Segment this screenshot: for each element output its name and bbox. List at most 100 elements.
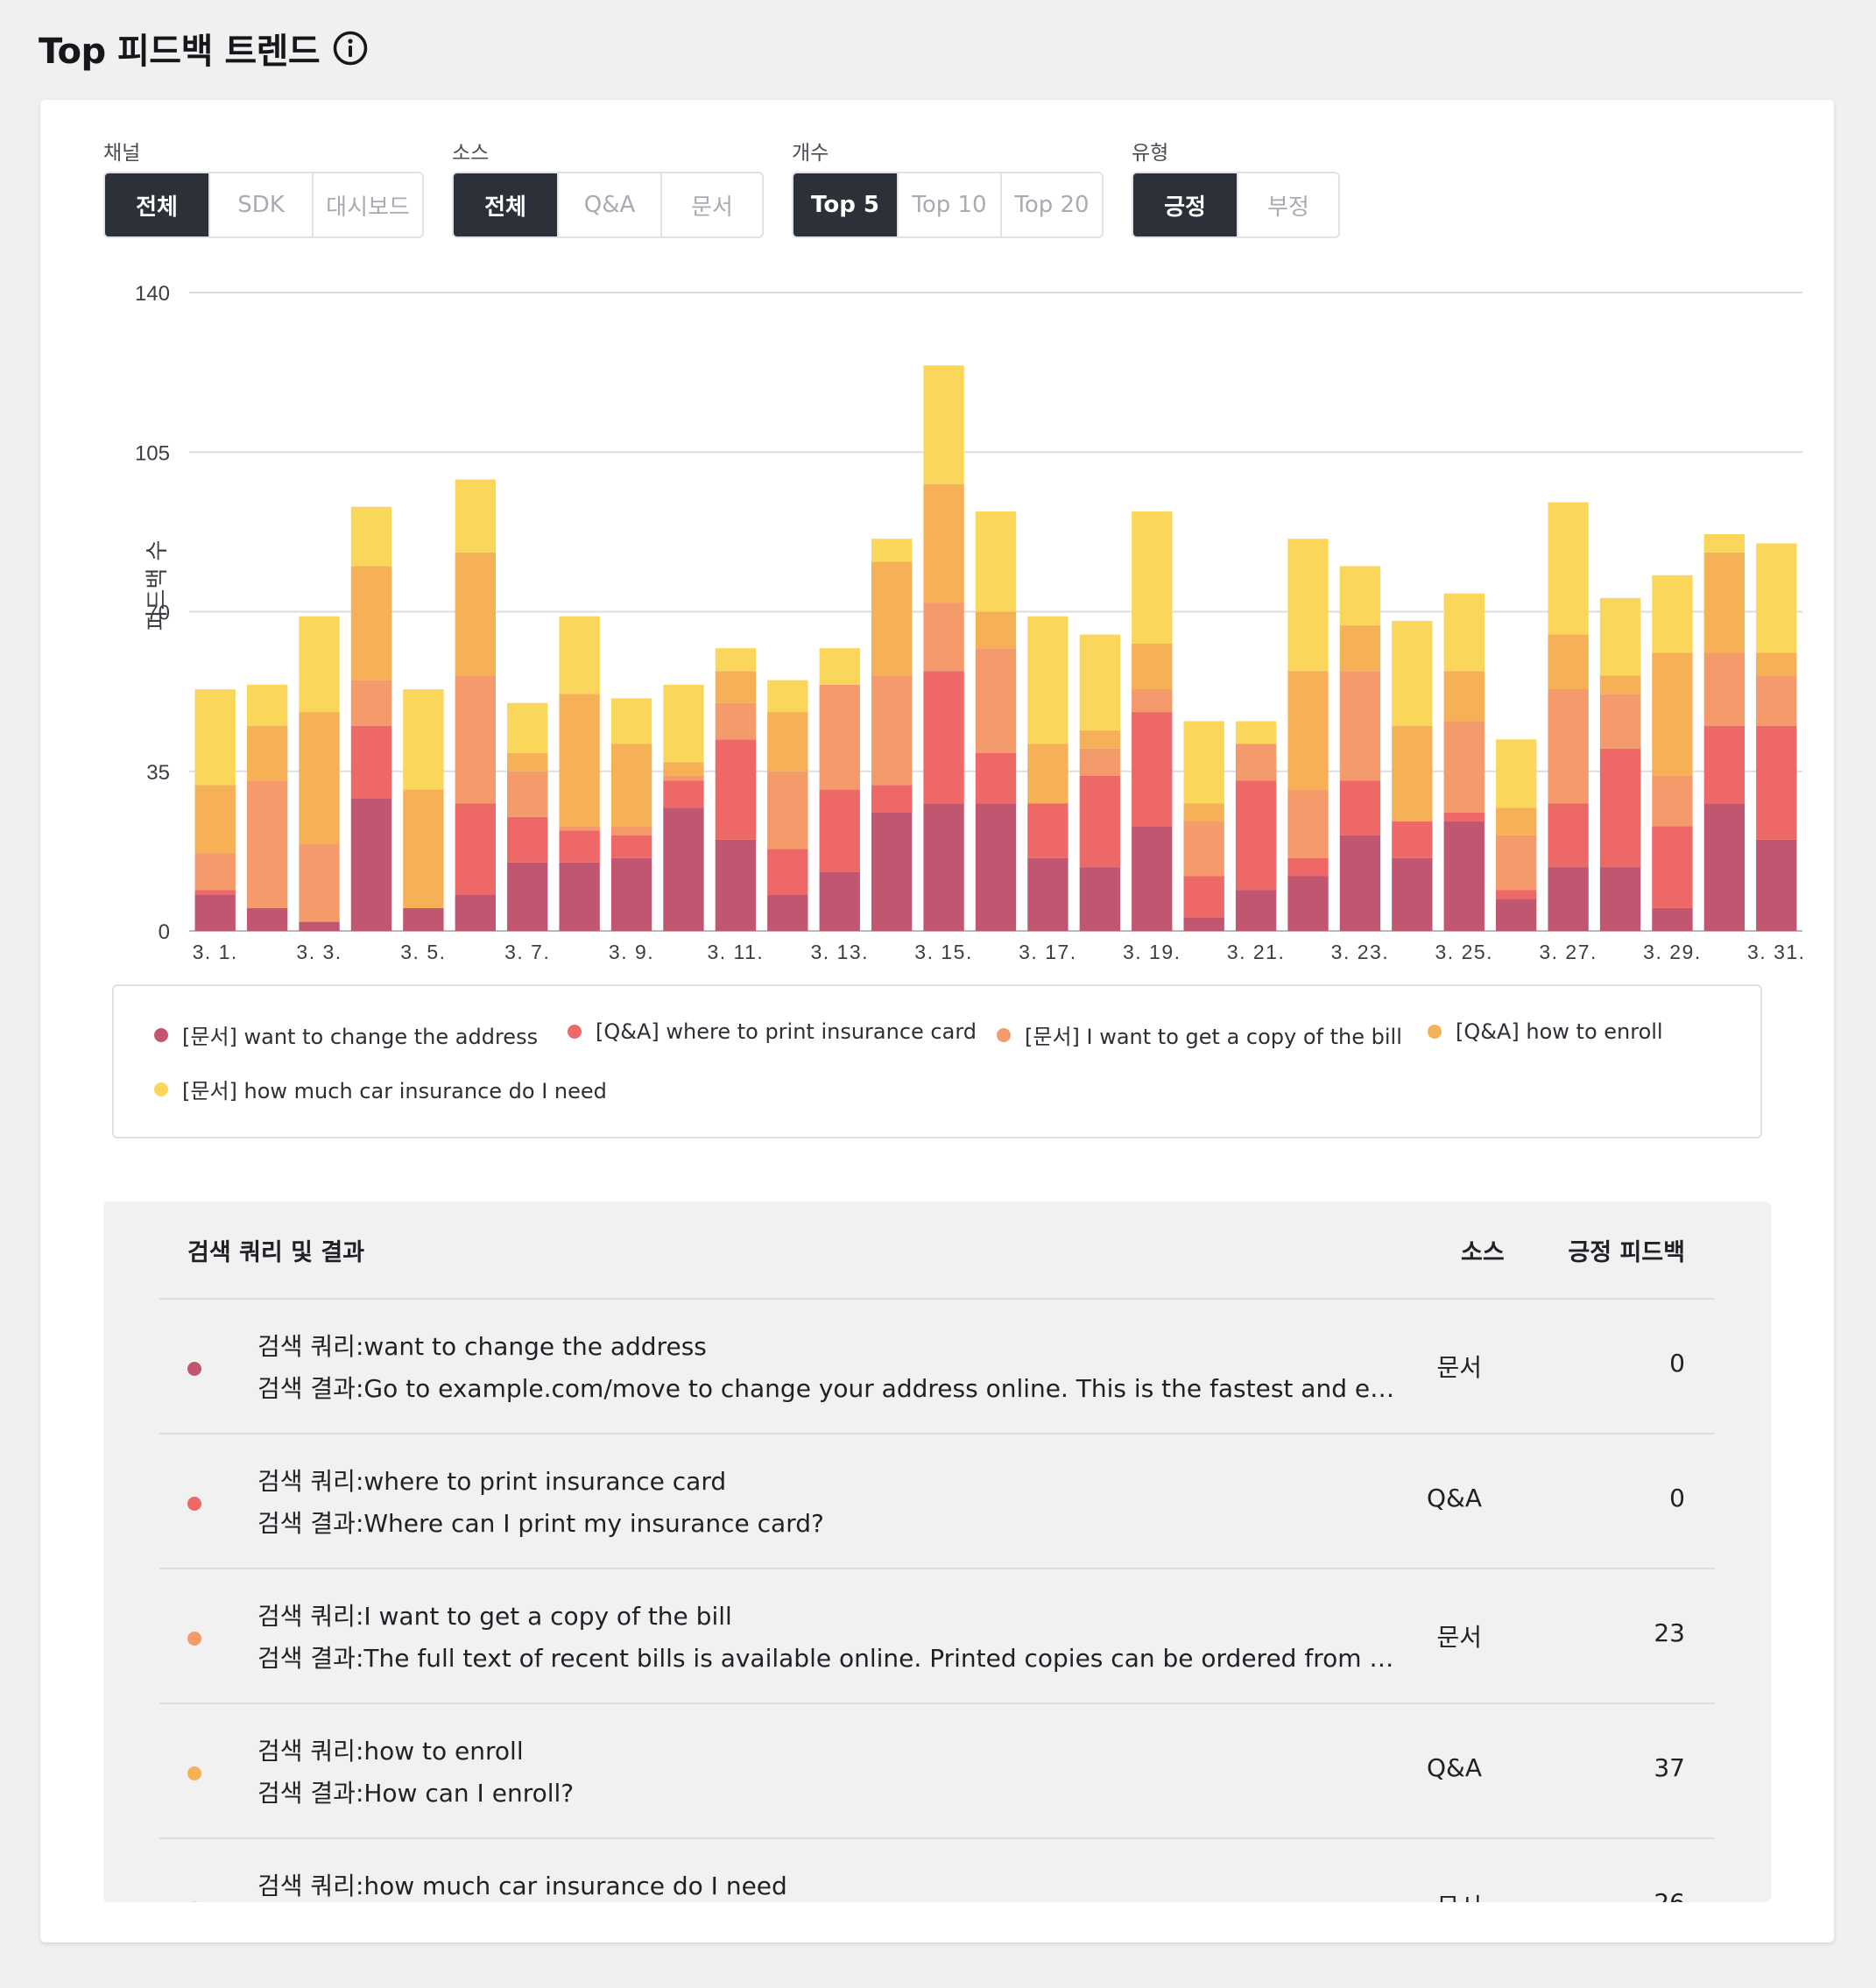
legend-item[interactable]: [Q&A] how to enroll (1428, 1019, 1663, 1044)
bar-segment (1652, 826, 1693, 908)
bar-segment (871, 539, 913, 562)
bar-segment (194, 894, 236, 931)
bar-segment (1443, 593, 1485, 672)
bar-segment (1079, 748, 1121, 776)
negative-button[interactable]: 부정 (1237, 173, 1338, 236)
bar-segment (1599, 867, 1641, 931)
page-title: Top 피드백 트렌드 (39, 32, 321, 72)
bar-segment (246, 725, 288, 781)
bar-segment (610, 698, 652, 744)
bar-segment (455, 894, 496, 931)
filter-count: 개수 Top 5 Top 10 Top 20 (792, 140, 1104, 238)
x-tick-label: 3. 9. (609, 941, 654, 963)
bar-segment (1703, 725, 1746, 804)
chart-svg: 0 35 70 105 140 피드백 수 3. 1. 3. 3. 3. 5. 3. 7. 3. 9… (135, 282, 1804, 963)
bar-segment (923, 365, 964, 484)
bar-segment (715, 702, 757, 740)
bar-segment (1287, 671, 1329, 790)
source-all-button[interactable]: 전체 (454, 173, 557, 236)
bar-segment (350, 506, 392, 567)
row-source: 문서 (1436, 1623, 1482, 1652)
bar-segment (715, 739, 757, 840)
bar-segment (1183, 917, 1224, 931)
bar-segment (1339, 835, 1381, 931)
bar-segment (299, 844, 340, 922)
chart-legend: [문서] want to change the address [Q&A] wh… (112, 984, 1762, 1139)
x-tick-label: 3. 13. (810, 941, 869, 963)
bar-segment (1548, 689, 1589, 804)
bar-segment (1287, 857, 1329, 877)
bar-segment (1235, 744, 1277, 781)
channel-dashboard-button[interactable]: 대시보드 (312, 173, 422, 236)
positive-button[interactable]: 긍정 (1133, 173, 1237, 236)
info-icon[interactable] (332, 30, 369, 67)
bar-segment (715, 671, 757, 703)
y-tick-label: 0 (159, 920, 170, 944)
table-row[interactable]: 검색 쿼리:I want to get a copy of the bill 검… (159, 1569, 1715, 1704)
bar-segment (1548, 634, 1589, 690)
legend-label: [Q&A] how to enroll (1456, 1019, 1663, 1044)
bar-segment (871, 812, 913, 931)
bar-segment (194, 689, 236, 786)
bar-segment (194, 890, 236, 895)
source-qa-button[interactable]: Q&A (557, 173, 660, 236)
table-row[interactable]: 검색 쿼리:want to change the address 검색 결과:G… (159, 1300, 1715, 1435)
legend-item[interactable]: [문서] want to change the address (154, 1019, 538, 1050)
bar-segment (663, 684, 704, 763)
bar-segment (1027, 744, 1068, 804)
filter-type: 유형 긍정 부정 (1132, 140, 1340, 238)
table-row[interactable]: 검색 쿼리:where to print insurance card 검색 결… (159, 1435, 1715, 1569)
bar-segment (1287, 539, 1329, 672)
row-source: Q&A (1426, 1484, 1482, 1512)
source-docs-button[interactable]: 문서 (660, 173, 762, 236)
bar-segment (1392, 821, 1433, 858)
legend-dot (154, 1027, 168, 1042)
bar-segment (767, 894, 808, 931)
table-header: 검색 쿼리 및 결과 소스 긍정 피드백 (159, 1202, 1715, 1300)
bar-segment (1756, 725, 1797, 840)
top10-button[interactable]: Top 10 (897, 173, 1000, 236)
series-dot (187, 1632, 201, 1646)
x-tick-label: 3. 27. (1539, 941, 1597, 963)
bar-segment (819, 648, 860, 685)
bar-segment (1443, 671, 1485, 722)
bar-segment (1548, 502, 1589, 635)
table-row[interactable]: 검색 쿼리:how much car insurance do I need 문… (159, 1839, 1715, 1902)
legend-label: [문서] I want to get a copy of the bill (1025, 1025, 1402, 1049)
x-tick-label: 3. 15. (914, 941, 973, 963)
bar-segment (923, 803, 964, 931)
filter-source: 소스 전체 Q&A 문서 (452, 140, 764, 238)
bar-segment (610, 857, 652, 931)
bar-segment (871, 675, 913, 786)
channel-all-button[interactable]: 전체 (105, 173, 208, 236)
bar-segment (507, 752, 548, 772)
bar-segment (923, 603, 964, 672)
bar-segment (507, 702, 548, 753)
table-row[interactable]: 검색 쿼리:how to enroll 검색 결과:How can I enro… (159, 1704, 1715, 1839)
bar-segment (455, 803, 496, 895)
bar-segment (559, 616, 600, 694)
bar-segment (1703, 803, 1746, 931)
x-tick-label: 3. 11. (707, 941, 764, 963)
bar-segment (559, 694, 600, 827)
bar-segment (1339, 780, 1381, 835)
channel-sdk-button[interactable]: SDK (208, 173, 312, 236)
legend-item[interactable]: [Q&A] where to print insurance card (568, 1019, 977, 1044)
bar-segment (1392, 725, 1433, 822)
bar-segment (767, 680, 808, 713)
bar-segment (1599, 748, 1641, 868)
top5-button[interactable]: Top 5 (793, 173, 897, 236)
y-tick-label: 35 (146, 761, 170, 785)
bar-segment (1183, 821, 1224, 877)
bar-segment (350, 680, 392, 726)
legend-item[interactable]: [문서] how much car insurance do I need (154, 1074, 607, 1104)
top20-button[interactable]: Top 20 (1000, 173, 1102, 236)
bar-segment (1703, 552, 1746, 653)
bar-segment (1496, 899, 1537, 931)
row-source: Q&A (1426, 1753, 1482, 1782)
bar-segment (1287, 876, 1329, 931)
bar-segment (1183, 803, 1224, 822)
bar-segment (507, 816, 548, 863)
legend-item[interactable]: [문서] I want to get a copy of the bill (997, 1019, 1402, 1050)
bar-segment (975, 511, 1017, 612)
